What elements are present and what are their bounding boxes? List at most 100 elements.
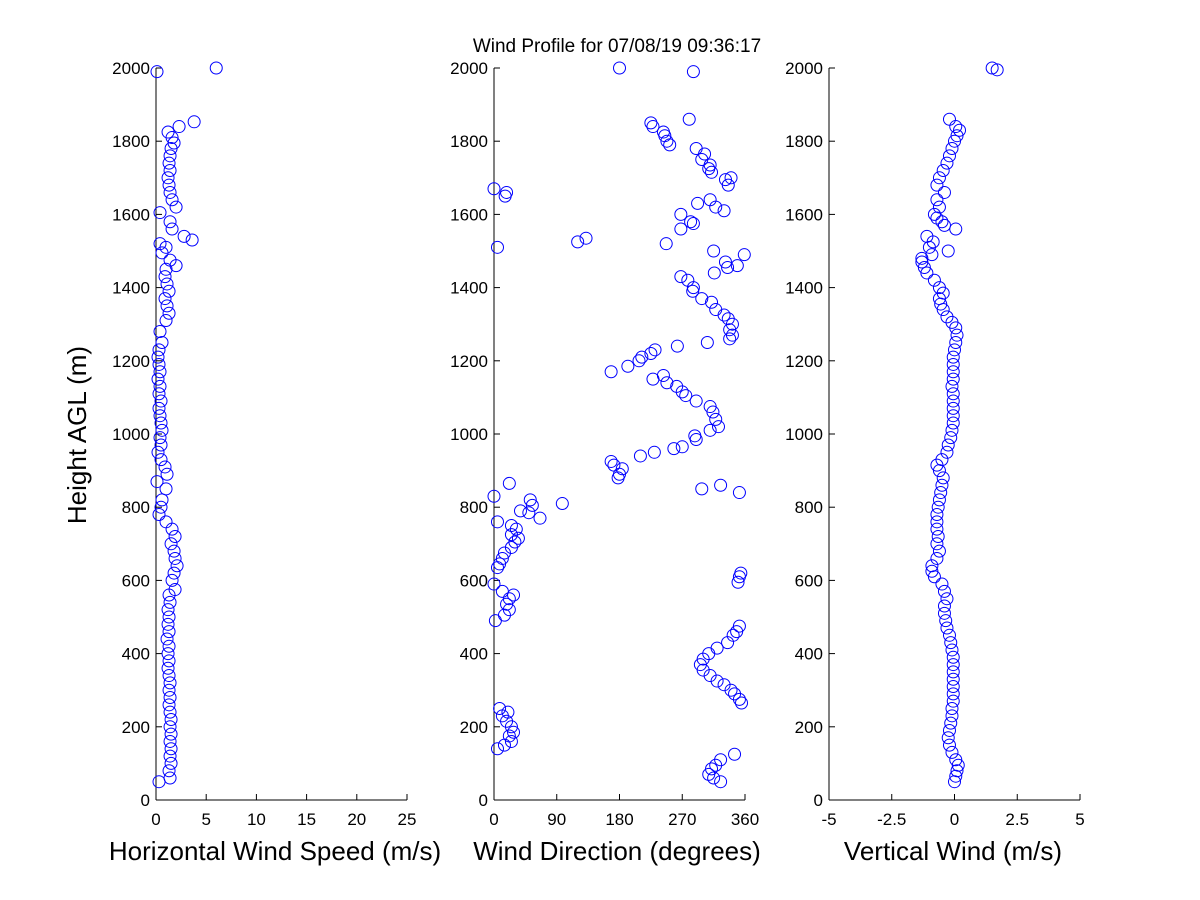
vertical-data-point xyxy=(927,207,941,221)
speed-data-point xyxy=(161,171,175,185)
speed-data-point xyxy=(165,193,179,207)
direction-data-point xyxy=(522,506,536,520)
speed-data-point xyxy=(155,423,169,437)
vertical-data-point xyxy=(937,185,951,199)
speed-data-point xyxy=(168,529,182,543)
direction-data-point xyxy=(707,244,721,258)
vertical-data-point xyxy=(937,218,951,232)
direction-data-point xyxy=(674,270,688,284)
speed-data-point xyxy=(153,409,167,423)
vertical-x-tick-label: 0 xyxy=(950,810,959,829)
direction-data-point xyxy=(504,519,518,532)
vertical-data-point xyxy=(950,764,964,778)
speed-y-tick-label: 1800 xyxy=(112,132,150,151)
vertical-data-point xyxy=(946,365,960,379)
vertical-data-point xyxy=(925,248,939,262)
speed-data-point xyxy=(154,394,168,408)
direction-data-point xyxy=(682,112,696,126)
vertical-data-point xyxy=(945,379,959,393)
vertical-data-point xyxy=(942,738,956,752)
speed-y-tick-label: 600 xyxy=(122,571,150,590)
direction-data-point xyxy=(511,531,525,545)
vertical-data-point xyxy=(944,716,958,730)
direction-data-point xyxy=(487,489,501,503)
direction-data-point xyxy=(508,535,522,549)
vertical-data-point xyxy=(990,63,1004,77)
direction-data-point xyxy=(656,125,670,139)
direction-data-point xyxy=(523,493,537,507)
vertical-data-point xyxy=(945,702,959,715)
direction-y-tick-label: 600 xyxy=(460,571,488,590)
speed-data-point xyxy=(153,206,167,220)
speed-data-point xyxy=(154,500,168,514)
vertical-data-point xyxy=(942,112,956,126)
vertical-data-point xyxy=(934,486,948,500)
vertical-data-point xyxy=(941,244,955,258)
vertical-x-axis-label: Vertical Wind (m/s) xyxy=(844,836,1062,866)
direction-y-tick-label: 1200 xyxy=(450,352,488,371)
direction-data-point xyxy=(490,515,504,529)
direction-data-point xyxy=(555,497,569,511)
speed-data-point xyxy=(153,379,167,393)
direction-x-axis-label: Wind Direction (degrees) xyxy=(473,836,761,866)
speed-data-point xyxy=(160,467,174,481)
direction-data-point xyxy=(686,65,700,79)
direction-data-point xyxy=(684,215,698,229)
speed-data-point xyxy=(158,460,172,474)
vertical-data-point xyxy=(932,493,946,507)
vertical-data-point xyxy=(946,372,960,386)
speed-y-tick-label: 400 xyxy=(122,645,150,664)
direction-data-point xyxy=(689,142,703,156)
direction-data-point xyxy=(681,273,695,287)
y-axis-label: Height AGL (m) xyxy=(62,346,92,524)
speed-data-point xyxy=(162,306,176,320)
vertical-data-point xyxy=(932,544,946,558)
vertical-y-tick-label: 1000 xyxy=(785,425,823,444)
direction-data-point xyxy=(502,476,516,490)
direction-data-point xyxy=(493,702,507,715)
direction-data-point xyxy=(718,173,732,187)
vertical-data-point xyxy=(940,592,954,606)
direction-data-point xyxy=(714,775,728,789)
vertical-x-tick-label: -5 xyxy=(821,810,836,829)
speed-x-tick-label: 10 xyxy=(247,810,266,829)
vertical-data-point xyxy=(946,658,960,672)
direction-y-tick-label: 200 xyxy=(460,718,488,737)
speed-data-point xyxy=(161,661,175,675)
vertical-data-point xyxy=(950,129,964,143)
direction-y-tick-label: 1600 xyxy=(450,205,488,224)
speed-data-point xyxy=(153,237,167,251)
speed-data-point xyxy=(168,551,182,565)
direction-data-point xyxy=(707,771,721,785)
vertical-y-tick-label: 1800 xyxy=(785,132,823,151)
speed-data-point xyxy=(165,573,179,587)
vertical-data-point xyxy=(930,178,944,192)
direction-data-point xyxy=(686,217,700,231)
speed-data-point xyxy=(163,185,177,199)
speed-data-point xyxy=(161,603,175,617)
speed-data-point xyxy=(177,229,191,243)
speed-data-point xyxy=(152,357,166,371)
vertical-data-point xyxy=(925,559,939,573)
speed-y-tick-label: 1600 xyxy=(112,205,150,224)
speed-data-point xyxy=(163,705,177,719)
speed-data-point xyxy=(169,200,183,214)
direction-data-point xyxy=(513,504,527,518)
direction-data-point xyxy=(660,376,674,390)
speed-data-point xyxy=(162,669,176,683)
speed-data-point xyxy=(172,120,186,134)
vertical-data-point xyxy=(920,229,934,243)
speed-data-point xyxy=(164,712,178,726)
vertical-data-point xyxy=(949,753,963,767)
vertical-data-point xyxy=(935,453,949,467)
direction-data-point xyxy=(635,350,649,364)
vertical-data-point xyxy=(945,709,959,723)
vertical-data-point xyxy=(940,445,954,459)
speed-data-point xyxy=(161,617,175,631)
vertical-data-point xyxy=(946,401,960,415)
vertical-data-point xyxy=(932,281,946,295)
vertical-data-point xyxy=(931,500,945,514)
speed-data-point xyxy=(160,632,174,646)
vertical-x-tick-label: -2.5 xyxy=(877,810,906,829)
